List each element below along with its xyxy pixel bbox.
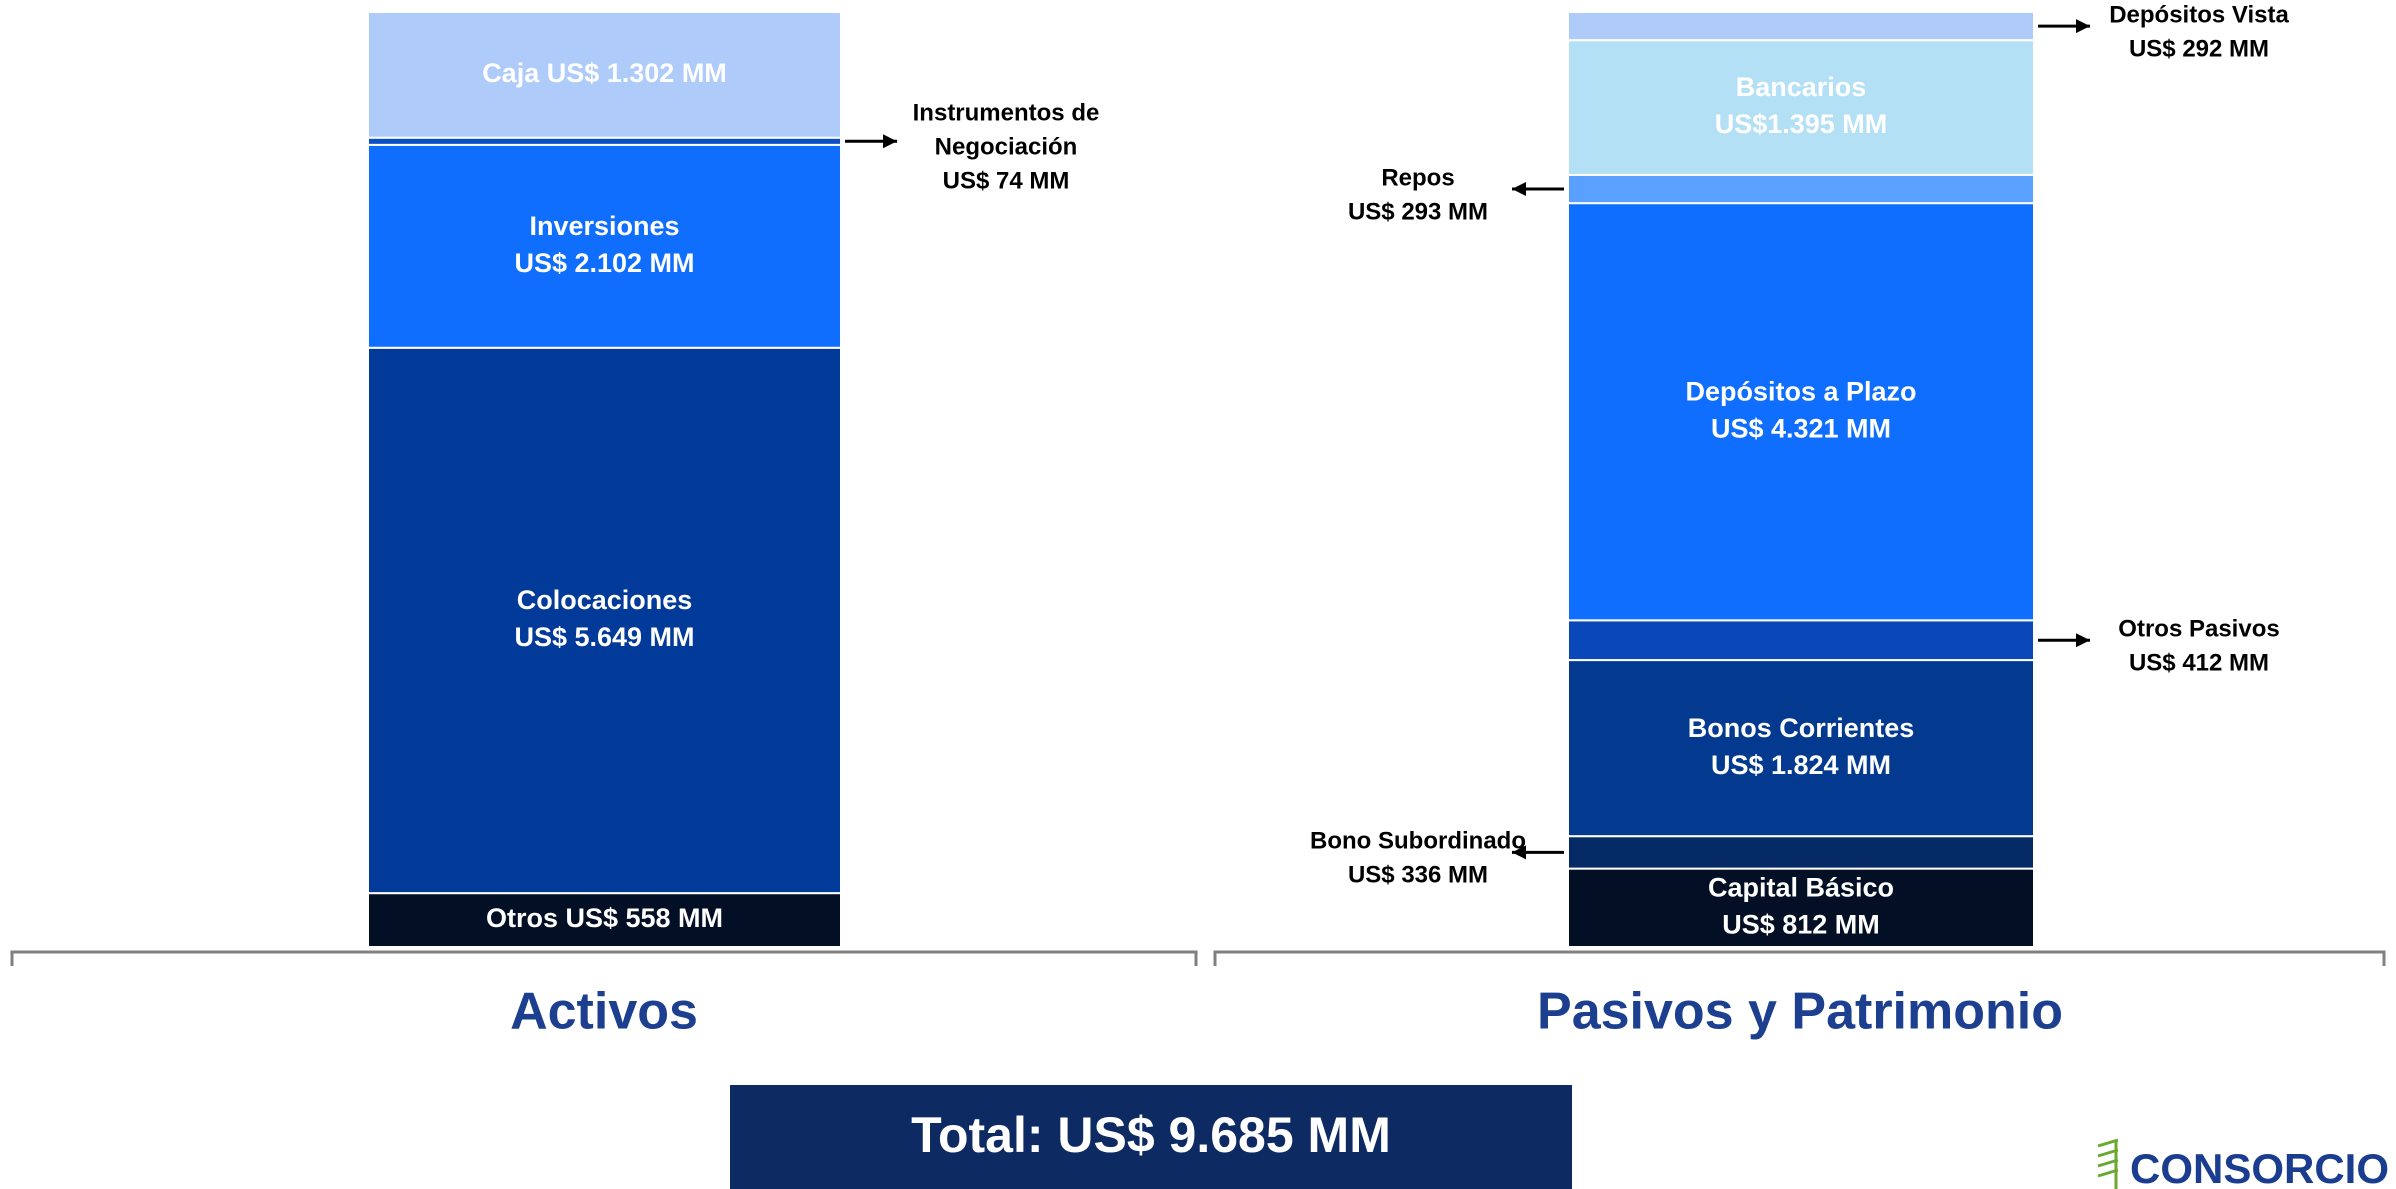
segment <box>1567 173 2035 205</box>
segment-label: Bancarios <box>1736 72 1867 102</box>
segment-label: Caja US$ 1.302 MM <box>482 58 727 88</box>
outside-label: US$ 293 MM <box>1348 198 1488 225</box>
outside-label: US$ 74 MM <box>943 168 1070 195</box>
segment <box>1567 835 2035 870</box>
segment-label: US$ 4.321 MM <box>1711 413 1891 443</box>
bracket <box>10 950 1198 966</box>
segment <box>1567 619 2035 662</box>
arrow-head <box>2076 19 2090 34</box>
segment <box>1567 11 2035 42</box>
outside-label: Instrumentos de <box>913 100 1100 127</box>
segment <box>1567 202 2035 622</box>
segment <box>367 346 842 895</box>
segment <box>367 143 842 349</box>
category-label: Activos <box>510 983 698 1041</box>
segment-label: US$ 5.649 MM <box>514 622 694 652</box>
segment <box>367 892 842 949</box>
total-label: Total: US$ 9.685 MM <box>911 1107 1391 1163</box>
outside-label: Otros Pasivos <box>2118 616 2279 643</box>
segment-label: Depósitos a Plazo <box>1685 376 1916 406</box>
outside-label: US$ 336 MM <box>1348 862 1488 889</box>
segment <box>1567 39 2035 176</box>
category-label: Pasivos y Patrimonio <box>1537 983 2063 1041</box>
arrow-head <box>1512 182 1526 197</box>
segment-label: Inversiones <box>529 211 679 241</box>
segment <box>1567 659 2035 838</box>
segment-label: US$ 812 MM <box>1722 909 1880 939</box>
segment-label: Colocaciones <box>517 585 693 615</box>
logo-icon <box>2097 1138 2119 1189</box>
segment <box>367 136 842 146</box>
segment <box>367 11 842 139</box>
total-box <box>730 1085 1572 1189</box>
segment <box>1567 867 2035 949</box>
outside-label: Depósitos Vista <box>2109 1 2289 28</box>
segment-label: Capital Básico <box>1708 872 1894 902</box>
outside-label: US$ 412 MM <box>2129 650 2269 677</box>
arrow-head <box>2076 633 2090 648</box>
segment-label: Otros US$ 558 MM <box>486 903 723 933</box>
outside-label: Repos <box>1381 164 1454 191</box>
logo: CONSORCIO <box>2130 1145 2389 1189</box>
segment-label: US$1.395 MM <box>1715 109 1888 139</box>
outside-label: Bono Subordinado <box>1310 828 1526 855</box>
segment-label: US$ 2.102 MM <box>514 248 694 278</box>
segment-label: US$ 1.824 MM <box>1711 750 1891 780</box>
bracket <box>1213 950 2386 966</box>
arrow-head <box>883 134 897 149</box>
outside-label: US$ 292 MM <box>2129 35 2269 62</box>
segment-label: Bonos Corrientes <box>1688 713 1915 743</box>
outside-label: Negociación <box>935 134 1078 161</box>
arrow-head <box>1512 845 1526 860</box>
